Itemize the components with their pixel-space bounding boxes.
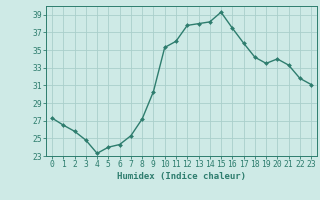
X-axis label: Humidex (Indice chaleur): Humidex (Indice chaleur) xyxy=(117,172,246,181)
